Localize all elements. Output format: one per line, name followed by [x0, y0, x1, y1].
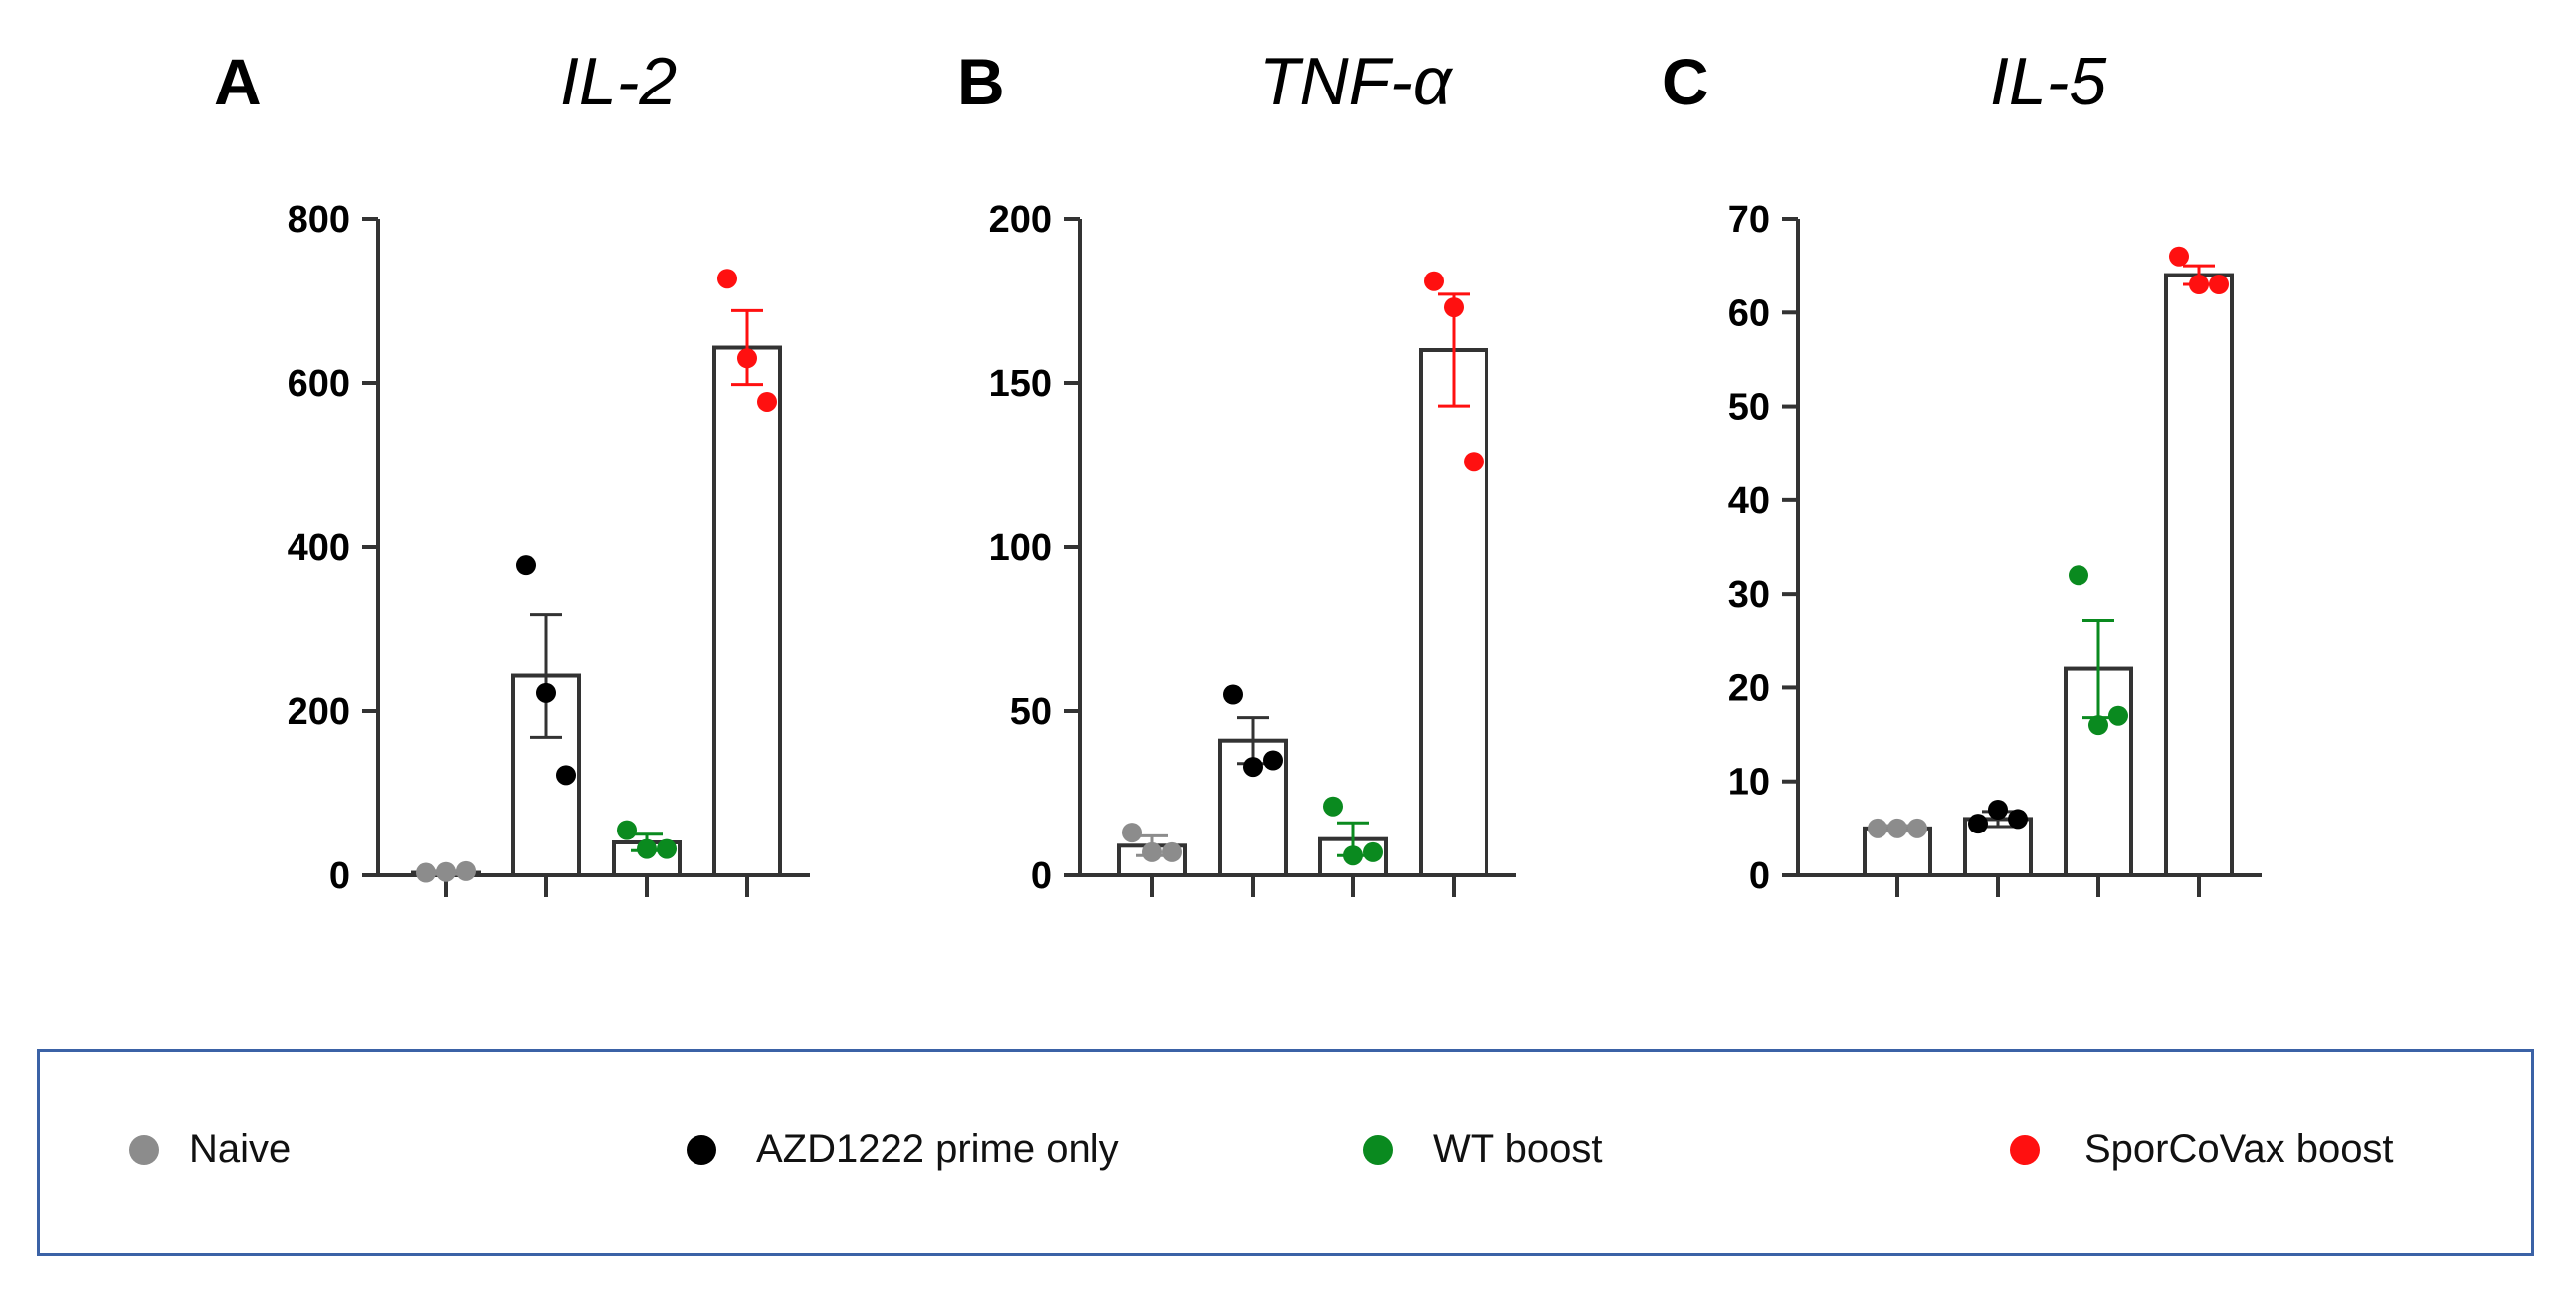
- panel-title: IL-2: [560, 44, 677, 119]
- y-tick-label: 100: [989, 527, 1052, 569]
- data-point: [657, 838, 677, 859]
- data-point: [1968, 814, 1988, 834]
- panel-a: A IL-2 0 200 400 600 800: [214, 44, 810, 897]
- data-point: [2169, 246, 2189, 267]
- data-point: [1223, 684, 1243, 705]
- data-point: [416, 862, 436, 883]
- y-tick-label: 60: [1728, 292, 1770, 334]
- data-point: [1464, 452, 1484, 472]
- data-point: [757, 391, 777, 412]
- data-point: [1122, 823, 1142, 843]
- data-point: [2209, 275, 2229, 294]
- y-tick-label: 0: [1749, 855, 1770, 897]
- panel-letter: B: [957, 45, 1005, 118]
- data-point: [1444, 297, 1464, 318]
- y-tick-label: 150: [989, 363, 1052, 405]
- legend-label-sporcovax: SporCoVax boost: [2084, 1127, 2394, 1171]
- legend-item-sporcovax: SporCoVax boost: [2010, 1127, 2394, 1172]
- legend-marker-sporcovax: [2010, 1134, 2040, 1165]
- data-point: [1142, 841, 1162, 862]
- data-point: [1424, 271, 1444, 291]
- data-point: [2008, 809, 2028, 830]
- y-tick-label: 30: [1728, 574, 1770, 616]
- data-point: [2088, 715, 2108, 736]
- y-tick-label: 50: [1010, 691, 1052, 733]
- data-point: [1363, 841, 1383, 862]
- data-point: [1263, 750, 1283, 771]
- data-point: [556, 765, 576, 786]
- y-tick-label: 600: [288, 363, 350, 405]
- panel-letter: A: [214, 45, 262, 118]
- y-tick-label: 70: [1728, 199, 1770, 241]
- data-point: [2069, 565, 2088, 586]
- data-point: [536, 682, 556, 703]
- data-point: [737, 348, 757, 369]
- y-tick-label: 400: [288, 527, 350, 569]
- data-point: [1988, 800, 2008, 820]
- y-tick-label: 800: [288, 199, 350, 241]
- legend-marker-wt-boost: [1363, 1134, 1393, 1165]
- legend-marker-naive: [129, 1134, 159, 1165]
- y-tick-label: 10: [1728, 762, 1770, 804]
- panel-title: TNF-α: [1259, 44, 1454, 119]
- data-point: [1162, 841, 1182, 862]
- panel-title: IL-5: [1990, 44, 2106, 119]
- bar-4: [1419, 348, 1488, 877]
- data-point: [2108, 705, 2128, 726]
- data-point: [1343, 845, 1363, 866]
- legend-item-azd1222: AZD1222 prime only: [687, 1127, 1119, 1172]
- data-point: [1323, 796, 1343, 817]
- data-point: [1907, 818, 1927, 838]
- panel-c: C IL-5 0 10 20 30 40 50 60 70: [1662, 44, 2262, 897]
- data-point: [717, 269, 737, 289]
- legend-marker-azd1222: [687, 1134, 716, 1165]
- legend-item-naive: Naive: [129, 1127, 291, 1172]
- panel-letter: C: [1662, 45, 1709, 118]
- bar-4: [712, 345, 782, 877]
- legend-label-naive: Naive: [189, 1127, 292, 1171]
- data-point: [617, 820, 637, 840]
- y-tick-label: 40: [1728, 480, 1770, 522]
- y-tick-label: 20: [1728, 667, 1770, 709]
- data-point: [1868, 818, 1887, 838]
- legend-label-wt-boost: WT boost: [1433, 1127, 1603, 1171]
- y-tick-label: 200: [989, 199, 1052, 241]
- data-point: [436, 861, 456, 882]
- bar-4: [2164, 273, 2234, 878]
- y-tick-label: 0: [329, 855, 350, 897]
- y-tick-label: 50: [1728, 387, 1770, 429]
- panel-b: B TNF-α 0 50 100 150 200: [957, 44, 1516, 897]
- legend-item-wt-boost: WT boost: [1363, 1127, 1602, 1172]
- data-point: [516, 555, 536, 576]
- data-point: [456, 860, 476, 881]
- data-point: [1887, 818, 1907, 838]
- y-tick-label: 0: [1031, 855, 1052, 897]
- legend-label-azd1222: AZD1222 prime only: [756, 1127, 1119, 1171]
- data-point: [637, 838, 657, 859]
- data-point: [2189, 275, 2209, 294]
- data-point: [1243, 757, 1263, 778]
- y-tick-label: 200: [288, 691, 350, 733]
- legend: Naive AZD1222 prime only WT boost SporCo…: [37, 1049, 2534, 1256]
